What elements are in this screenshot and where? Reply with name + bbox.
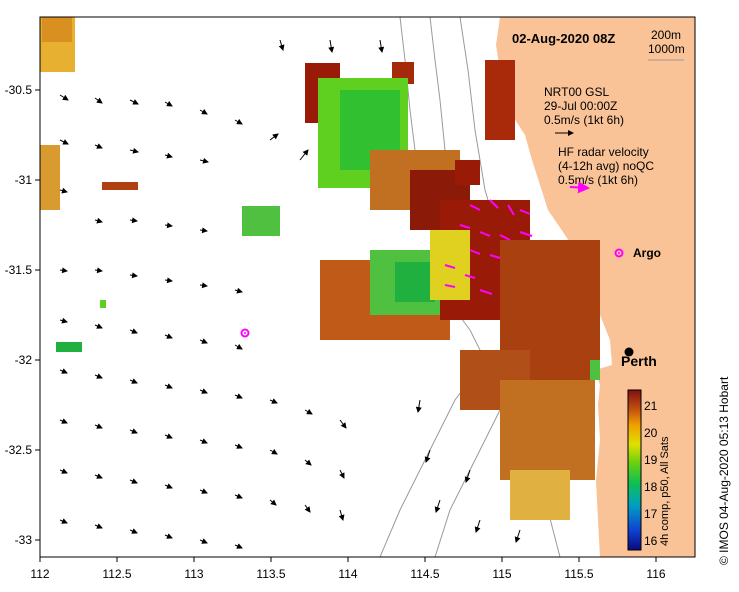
axis-tick-marks bbox=[35, 89, 657, 562]
perth-marker bbox=[624, 347, 634, 357]
model-legend-line: NRT00 GSL bbox=[544, 85, 609, 99]
colorbar-tick-label: 16 bbox=[644, 534, 658, 548]
hf-radar-vectors bbox=[444, 199, 533, 295]
sst-colorbar bbox=[627, 389, 642, 551]
model-legend-line: 0.5m/s (1kt 6h) bbox=[544, 113, 624, 127]
x-tick-label: 115 bbox=[492, 567, 511, 581]
y-tick-label: -31 bbox=[15, 173, 33, 187]
x-tick-label: 113 bbox=[184, 567, 203, 581]
y-axis-labels: -30.5 -31 -31.5 -32 -32.5 -33 bbox=[5, 83, 33, 547]
x-tick-label: 116 bbox=[646, 567, 665, 581]
radar-legend-line: (4-12h avg) noQC bbox=[558, 159, 654, 173]
colorbar-tick-label: 19 bbox=[644, 453, 658, 467]
x-tick-label: 112.5 bbox=[102, 567, 131, 581]
model-legend-line: 29-Jul 00:00Z bbox=[544, 99, 617, 113]
imos-credit: © IMOS 04-Aug-2020 05:13 Hobart bbox=[717, 376, 731, 565]
x-tick-label: 114 bbox=[338, 567, 357, 581]
y-tick-label: -32.5 bbox=[5, 443, 33, 457]
colorbar-label: 4h comp, p50, All Sats bbox=[659, 436, 671, 546]
perth-label: Perth bbox=[621, 353, 657, 369]
x-tick-label: 112 bbox=[30, 567, 49, 581]
depth-label-200m: 200m bbox=[651, 28, 681, 42]
argo-marker-east bbox=[614, 248, 624, 258]
y-tick-label: -30.5 bbox=[5, 83, 33, 97]
radar-legend-line: HF radar velocity bbox=[558, 145, 649, 159]
radar-legend-line: 0.5m/s (1kt 6h) bbox=[558, 173, 638, 187]
y-tick-label: -33 bbox=[15, 533, 33, 547]
x-tick-label: 115.5 bbox=[564, 567, 593, 581]
y-tick-label: -31.5 bbox=[5, 263, 33, 277]
x-axis-labels: 112 112.5 113 113.5 114 114.5 115 115.5 … bbox=[30, 567, 665, 581]
radar-legend: HF radar velocity (4-12h avg) noQC 0.5m/… bbox=[558, 145, 654, 194]
argo-marker-west bbox=[240, 328, 250, 338]
map-date-title: 02-Aug-2020 08Z bbox=[512, 31, 615, 46]
x-tick-label: 114.5 bbox=[410, 567, 439, 581]
plot-frame bbox=[39, 16, 696, 558]
argo-label: Argo bbox=[633, 246, 661, 260]
colorbar-tick-label: 20 bbox=[644, 426, 658, 440]
y-tick-label: -32 bbox=[15, 353, 33, 367]
colorbar-tick-label: 18 bbox=[644, 480, 658, 494]
velocity-arrows bbox=[59, 39, 521, 549]
colorbar-ticks: 16 17 18 19 20 21 bbox=[644, 399, 658, 548]
model-legend: NRT00 GSL 29-Jul 00:00Z 0.5m/s (1kt 6h) bbox=[544, 85, 624, 136]
x-tick-label: 113.5 bbox=[256, 567, 285, 581]
colorbar-tick-label: 21 bbox=[644, 399, 658, 413]
sst-patches bbox=[40, 17, 600, 520]
radar-legend-arrow bbox=[569, 181, 590, 194]
colorbar-tick-label: 17 bbox=[644, 507, 658, 521]
depth-label-1000m: 1000m bbox=[648, 42, 685, 56]
